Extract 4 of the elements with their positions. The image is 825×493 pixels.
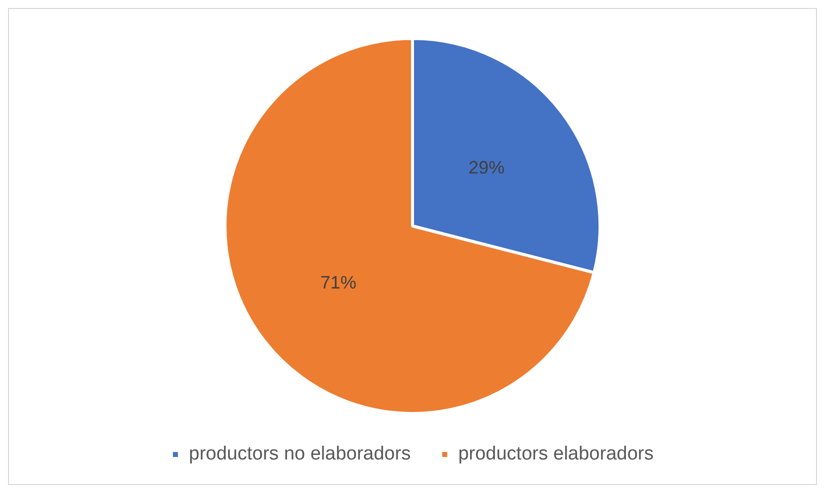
- data-label: 71%: [320, 272, 356, 292]
- legend-label: productors elaboradors: [458, 444, 654, 465]
- data-label: 29%: [468, 158, 505, 178]
- legend-label: productors no elaboradors: [188, 444, 411, 465]
